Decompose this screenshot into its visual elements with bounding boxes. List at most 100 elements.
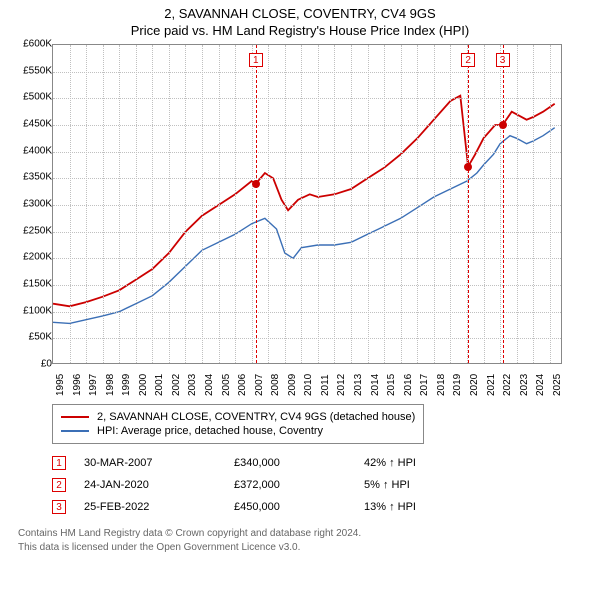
y-axis-label: £500K: [23, 92, 52, 103]
x-axis-label: 2012: [336, 374, 347, 396]
gridline-vertical: [384, 45, 385, 363]
gridline-vertical: [401, 45, 402, 363]
gridline-vertical: [550, 45, 551, 363]
y-axis-label: £450K: [23, 119, 52, 130]
gridline-horizontal: [53, 72, 561, 73]
legend-row: HPI: Average price, detached house, Cove…: [61, 425, 415, 437]
events-table-pct: 42% ↑ HPI: [364, 457, 484, 469]
events-table-date: 30-MAR-2007: [84, 457, 234, 469]
legend-label: HPI: Average price, detached house, Cove…: [97, 425, 323, 437]
gridline-vertical: [103, 45, 104, 363]
x-axis-label: 2000: [138, 374, 149, 396]
x-axis-label: 2016: [403, 374, 414, 396]
gridline-vertical: [500, 45, 501, 363]
x-axis-label: 1998: [105, 374, 116, 396]
gridline-vertical: [152, 45, 153, 363]
event-dot: [499, 121, 507, 129]
gridline-vertical: [202, 45, 203, 363]
chart-title-line2: Price paid vs. HM Land Registry's House …: [0, 23, 600, 38]
event-vertical-line: [256, 45, 257, 363]
y-axis-label: £100K: [23, 305, 52, 316]
gridline-vertical: [219, 45, 220, 363]
gridline-horizontal: [53, 232, 561, 233]
x-axis-label: 1996: [72, 374, 83, 396]
x-axis-label: 2015: [386, 374, 397, 396]
chart-area: 123 £0£50K£100K£150K£200K£250K£300K£350K…: [0, 44, 600, 434]
gridline-vertical: [86, 45, 87, 363]
x-axis-label: 2011: [320, 374, 331, 396]
events-table-row: 130-MAR-2007£340,00042% ↑ HPI: [52, 452, 562, 474]
x-axis-label: 2023: [519, 374, 530, 396]
x-axis-label: 2019: [452, 374, 463, 396]
x-axis-label: 2022: [502, 374, 513, 396]
x-axis-label: 1999: [121, 374, 132, 396]
legend-box: 2, SAVANNAH CLOSE, COVENTRY, CV4 9GS (de…: [52, 404, 424, 444]
x-axis-label: 2004: [204, 374, 215, 396]
series-line-hpi: [53, 128, 555, 324]
events-table-price: £340,000: [234, 457, 364, 469]
event-dot: [252, 180, 260, 188]
x-axis-label: 2003: [187, 374, 198, 396]
x-axis-label: 2024: [535, 374, 546, 396]
gridline-vertical: [417, 45, 418, 363]
gridline-vertical: [484, 45, 485, 363]
event-vertical-line: [468, 45, 469, 363]
y-axis-label: £600K: [23, 39, 52, 50]
gridline-horizontal: [53, 152, 561, 153]
gridline-horizontal: [53, 125, 561, 126]
gridline-vertical: [185, 45, 186, 363]
gridline-vertical: [169, 45, 170, 363]
gridline-vertical: [351, 45, 352, 363]
y-axis-label: £350K: [23, 172, 52, 183]
chart-title-line1: 2, SAVANNAH CLOSE, COVENTRY, CV4 9GS: [0, 6, 600, 21]
gridline-vertical: [268, 45, 269, 363]
footnote-line1: Contains HM Land Registry data © Crown c…: [18, 528, 361, 539]
x-axis-label: 2025: [552, 374, 563, 396]
x-axis-label: 2001: [154, 374, 165, 396]
x-axis-label: 2008: [270, 374, 281, 396]
gridline-horizontal: [53, 178, 561, 179]
events-table-marker: 2: [52, 478, 66, 492]
y-axis-label: £300K: [23, 199, 52, 210]
gridline-horizontal: [53, 312, 561, 313]
x-axis-label: 2002: [171, 374, 182, 396]
y-axis-label: £150K: [23, 279, 52, 290]
x-axis-label: 2006: [237, 374, 248, 396]
x-axis-label: 2020: [469, 374, 480, 396]
events-table-pct: 5% ↑ HPI: [364, 479, 484, 491]
gridline-vertical: [136, 45, 137, 363]
y-axis-label: £400K: [23, 145, 52, 156]
events-table-row: 2 24-JAN-2020£372,0005% ↑ HPI: [52, 474, 562, 496]
y-axis-label: £200K: [23, 252, 52, 263]
x-axis-label: 2014: [370, 374, 381, 396]
x-axis-label: 2005: [221, 374, 232, 396]
gridline-vertical: [301, 45, 302, 363]
gridline-vertical: [368, 45, 369, 363]
plot-area: 123: [52, 44, 562, 364]
gridline-horizontal: [53, 98, 561, 99]
y-axis-label: £50K: [29, 332, 52, 343]
gridline-horizontal: [53, 205, 561, 206]
legend-label: 2, SAVANNAH CLOSE, COVENTRY, CV4 9GS (de…: [97, 411, 415, 423]
series-line-property: [53, 96, 555, 307]
gridline-vertical: [119, 45, 120, 363]
gridline-horizontal: [53, 258, 561, 259]
legend-swatch: [61, 430, 89, 432]
event-marker-box: 3: [496, 53, 510, 67]
y-axis-label: £250K: [23, 225, 52, 236]
gridline-vertical: [235, 45, 236, 363]
events-table-date: 25-FEB-2022: [84, 501, 234, 513]
gridline-horizontal: [53, 338, 561, 339]
events-table-price: £372,000: [234, 479, 364, 491]
gridline-vertical: [533, 45, 534, 363]
events-table-marker: 3: [52, 500, 66, 514]
x-axis-label: 1997: [88, 374, 99, 396]
gridline-vertical: [285, 45, 286, 363]
events-table: 130-MAR-2007£340,00042% ↑ HPI 2 24-JAN-202…: [52, 452, 562, 518]
events-table-date: 24-JAN-2020: [84, 479, 234, 491]
x-axis-label: 2021: [486, 374, 497, 396]
x-axis-label: 2009: [287, 374, 298, 396]
events-table-price: £450,000: [234, 501, 364, 513]
gridline-horizontal: [53, 285, 561, 286]
x-axis-label: 2007: [254, 374, 265, 396]
